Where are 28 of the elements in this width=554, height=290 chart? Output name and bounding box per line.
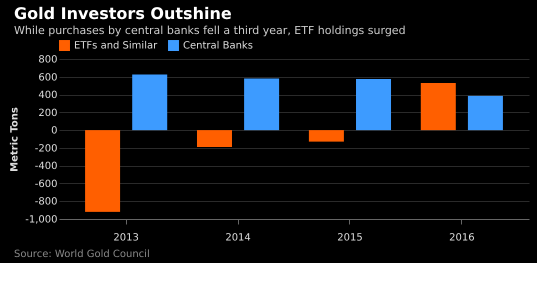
- chart-subtitle: While purchases by central banks fell a third year, ETF holdings surged: [14, 24, 406, 37]
- y-tick-label: 0: [51, 126, 58, 137]
- y-tick-label: -800: [34, 196, 58, 208]
- bar: [420, 83, 456, 130]
- legend-label: ETFs and Similar: [74, 40, 158, 52]
- y-tick-label: -200: [34, 143, 58, 154]
- bar: [85, 130, 120, 212]
- x-tick-label: 2013: [113, 232, 139, 244]
- y-tick-label: 600: [38, 72, 58, 84]
- bar: [244, 78, 280, 130]
- y-tick-label: 800: [38, 54, 58, 66]
- x-tick-label: 2015: [337, 232, 363, 244]
- bar: [356, 79, 392, 130]
- x-tick-label: 2016: [449, 232, 475, 244]
- legend-label: Central Banks: [183, 40, 253, 52]
- source-note: Source: World Gold Council: [14, 249, 150, 260]
- y-tick-label: -1,000: [25, 214, 58, 226]
- x-tick-label: 2014: [225, 232, 251, 244]
- bar: [468, 96, 503, 130]
- chart-title: Gold Investors Outshine: [14, 4, 232, 23]
- bar: [132, 74, 168, 130]
- y-axis-title: Metric Tons: [9, 107, 20, 172]
- y-tick-label: 200: [38, 108, 58, 119]
- bar: [196, 130, 232, 147]
- y-tick-label: 400: [38, 90, 58, 102]
- y-tick-label: -400: [34, 161, 58, 172]
- bar: [308, 130, 344, 142]
- y-tick-label: -600: [34, 178, 58, 190]
